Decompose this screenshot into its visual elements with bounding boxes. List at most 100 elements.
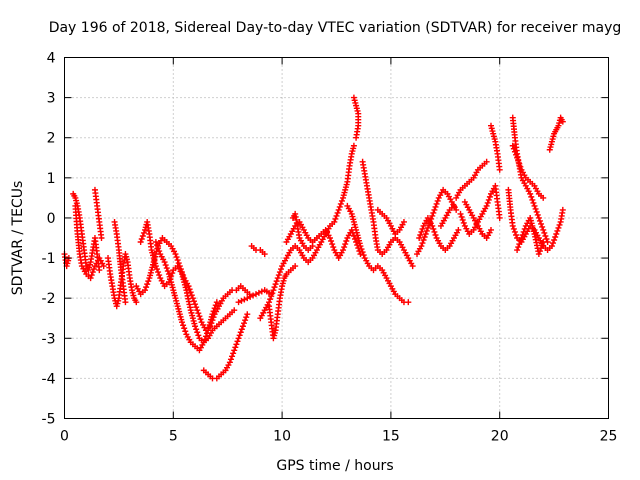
data-point <box>551 237 558 244</box>
data-point <box>194 329 201 336</box>
data-point <box>351 236 358 243</box>
data-point <box>156 248 163 255</box>
y-tick-label: -1 <box>42 251 56 267</box>
data-point <box>212 302 219 309</box>
data-point <box>417 231 424 238</box>
data-point <box>429 212 436 219</box>
data-point <box>235 335 242 342</box>
data-point <box>90 266 97 273</box>
data-point <box>548 243 555 250</box>
data-point <box>423 227 430 234</box>
data-point <box>88 272 95 279</box>
data-point <box>152 263 159 270</box>
data-point <box>250 292 257 299</box>
y-tick-label: -3 <box>42 331 56 347</box>
data-point <box>433 200 440 207</box>
data-point <box>331 218 338 225</box>
data-point <box>145 278 152 285</box>
data-point <box>409 263 416 270</box>
data-point <box>241 296 248 303</box>
data-markers <box>61 94 566 382</box>
data-point <box>271 284 278 291</box>
data-point <box>190 298 197 305</box>
x-tick-label: 15 <box>382 429 400 445</box>
data-point <box>531 202 538 209</box>
data-point <box>432 231 439 238</box>
data-point <box>556 221 563 228</box>
x-tick-label: 0 <box>60 429 69 445</box>
data-point <box>430 225 437 232</box>
data-point <box>333 212 340 219</box>
data-point <box>330 244 337 251</box>
data-point <box>459 216 466 223</box>
data-point <box>554 227 561 234</box>
data-point <box>517 163 524 170</box>
data-point <box>242 317 249 324</box>
data-point <box>142 287 149 294</box>
data-point <box>511 228 518 235</box>
data-point <box>487 226 494 233</box>
y-axis-label: SDTVAR / TECUs <box>10 181 26 296</box>
y-tick-label: -4 <box>42 371 56 387</box>
data-point <box>188 292 195 299</box>
data-point <box>241 320 248 327</box>
data-point <box>197 316 204 323</box>
data-point <box>555 224 562 231</box>
data-point <box>243 314 250 321</box>
data-point <box>180 322 187 329</box>
data-point <box>175 260 182 267</box>
axis-ticks: 0 5 10 15 20 25 -5 -4 -3 -2 -1 0 1 2 3 4 <box>42 51 618 445</box>
data-point <box>328 238 335 245</box>
data-point <box>453 206 460 213</box>
data-point <box>527 190 534 197</box>
data-point <box>451 202 458 209</box>
data-point <box>539 242 546 249</box>
data-point <box>496 166 503 173</box>
data-point <box>521 225 528 232</box>
data-point <box>483 158 490 165</box>
data-point <box>89 269 96 276</box>
data-point <box>172 251 179 258</box>
data-point <box>337 200 344 207</box>
data-point <box>236 332 243 339</box>
data-point <box>181 325 188 332</box>
data-point <box>192 323 199 330</box>
plot-frame <box>64 57 609 419</box>
x-tick-label: 25 <box>600 429 618 445</box>
data-point <box>211 305 218 312</box>
data-point <box>515 244 522 251</box>
data-point <box>237 329 244 336</box>
data-point <box>457 210 464 217</box>
data-point <box>239 323 246 330</box>
data-point <box>266 299 273 306</box>
data-point <box>174 257 181 264</box>
data-point <box>272 281 279 288</box>
x-axis-label: GPS time / hours <box>276 458 393 474</box>
data-point <box>519 231 526 238</box>
x-tick-label: 10 <box>273 429 291 445</box>
data-point <box>431 228 438 235</box>
data-point <box>230 350 237 357</box>
data-point <box>424 224 431 231</box>
data-point <box>273 278 280 285</box>
data-point <box>550 240 557 247</box>
data-point <box>122 299 129 306</box>
data-point <box>542 232 549 239</box>
data-point <box>432 203 439 210</box>
data-point <box>98 235 105 241</box>
x-tick-label: 20 <box>491 429 509 445</box>
data-point <box>164 268 171 275</box>
data-point <box>276 269 283 276</box>
data-point <box>514 154 521 161</box>
data-point <box>511 148 518 155</box>
data-point <box>543 236 550 243</box>
data-point <box>96 267 103 274</box>
data-point <box>192 301 199 308</box>
data-point <box>532 205 539 212</box>
data-point <box>431 206 438 213</box>
data-point <box>421 233 428 240</box>
data-point <box>483 202 490 209</box>
data-point <box>553 230 560 237</box>
data-point <box>335 206 342 213</box>
data-point <box>155 245 162 252</box>
